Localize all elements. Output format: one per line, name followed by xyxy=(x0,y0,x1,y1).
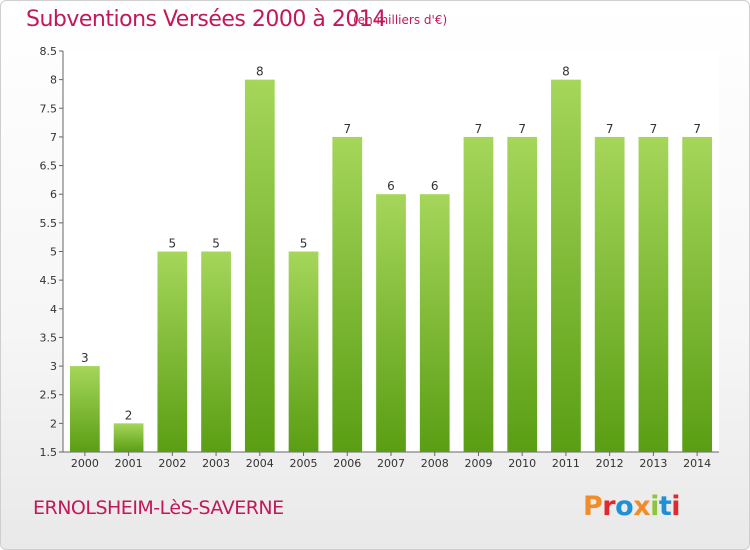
y-tick-label: 4 xyxy=(50,303,57,316)
x-tick-label: 2014 xyxy=(683,457,711,470)
x-tick-label: 2006 xyxy=(333,457,361,470)
bar xyxy=(638,136,669,452)
y-tick-label: 1.5 xyxy=(40,446,58,459)
x-tick-label: 2004 xyxy=(246,457,274,470)
x-tick-label: 2001 xyxy=(115,457,143,470)
x-tick-label: 2010 xyxy=(508,457,536,470)
logo-letter: t xyxy=(658,491,672,522)
y-tick-label: 2.5 xyxy=(40,389,58,402)
y-tick-label: 5.5 xyxy=(40,217,58,230)
data-label: 3 xyxy=(81,351,89,365)
commune-name: ERNOLSHEIM-LèS-SAVERNE xyxy=(33,497,284,519)
y-tick-label: 3.5 xyxy=(40,331,58,344)
y-tick-label: 3 xyxy=(50,360,57,373)
data-label: 7 xyxy=(475,122,483,136)
logo-letter: o xyxy=(615,491,634,522)
chart-subtitle: (en milliers d'€) xyxy=(353,13,448,27)
x-tick-label: 2000 xyxy=(71,457,99,470)
logo-letter: x xyxy=(633,491,651,522)
bar xyxy=(113,423,144,452)
data-label: 8 xyxy=(562,65,570,79)
bar xyxy=(463,136,494,452)
y-tick-label: 8 xyxy=(50,74,57,87)
bar xyxy=(376,194,406,452)
bar xyxy=(332,136,363,452)
logo-letter: P xyxy=(583,491,603,522)
y-tick-label: 8.5 xyxy=(40,45,58,58)
x-tick-label: 2012 xyxy=(596,457,624,470)
data-label: 6 xyxy=(431,179,439,193)
y-tick-label: 6.5 xyxy=(40,160,58,173)
x-tick-label: 2008 xyxy=(421,457,449,470)
bar xyxy=(69,366,100,452)
bar xyxy=(244,79,275,453)
y-tick-label: 4.5 xyxy=(40,274,58,287)
bar xyxy=(682,136,713,452)
x-tick-label: 2003 xyxy=(202,457,230,470)
data-label: 7 xyxy=(693,122,701,136)
data-label: 8 xyxy=(256,65,264,79)
x-tick-label: 2005 xyxy=(290,457,318,470)
bar xyxy=(507,136,538,452)
bar xyxy=(157,251,188,452)
y-tick-label: 7.5 xyxy=(40,102,58,115)
bar xyxy=(288,251,319,452)
data-label: 5 xyxy=(212,237,220,251)
x-tick-label: 2013 xyxy=(639,457,667,470)
y-tick-label: 5 xyxy=(50,246,57,259)
data-label: 7 xyxy=(343,122,351,136)
data-label: 2 xyxy=(125,408,133,422)
bar xyxy=(594,136,625,452)
x-tick-label: 2011 xyxy=(552,457,580,470)
bar xyxy=(419,194,450,452)
proxiti-logo: Proxiti xyxy=(583,491,681,522)
x-tick-label: 2007 xyxy=(377,457,405,470)
logo-letter: r xyxy=(602,491,616,522)
chart-title: Subventions Versées 2000 à 2014 xyxy=(26,7,386,32)
logo-letter: i xyxy=(650,491,659,522)
data-label: 6 xyxy=(387,179,395,193)
data-label: 5 xyxy=(169,237,177,251)
bar xyxy=(551,79,581,453)
data-label: 7 xyxy=(650,122,658,136)
data-label: 7 xyxy=(606,122,614,136)
logo-letter: i xyxy=(671,491,681,522)
data-label: 5 xyxy=(300,237,308,251)
y-tick-label: 7 xyxy=(50,131,57,144)
x-tick-label: 2009 xyxy=(464,457,492,470)
data-label: 7 xyxy=(518,122,526,136)
y-tick-label: 2 xyxy=(50,417,57,430)
y-tick-label: 6 xyxy=(50,188,57,201)
x-tick-label: 2002 xyxy=(158,457,186,470)
bar xyxy=(201,251,231,452)
